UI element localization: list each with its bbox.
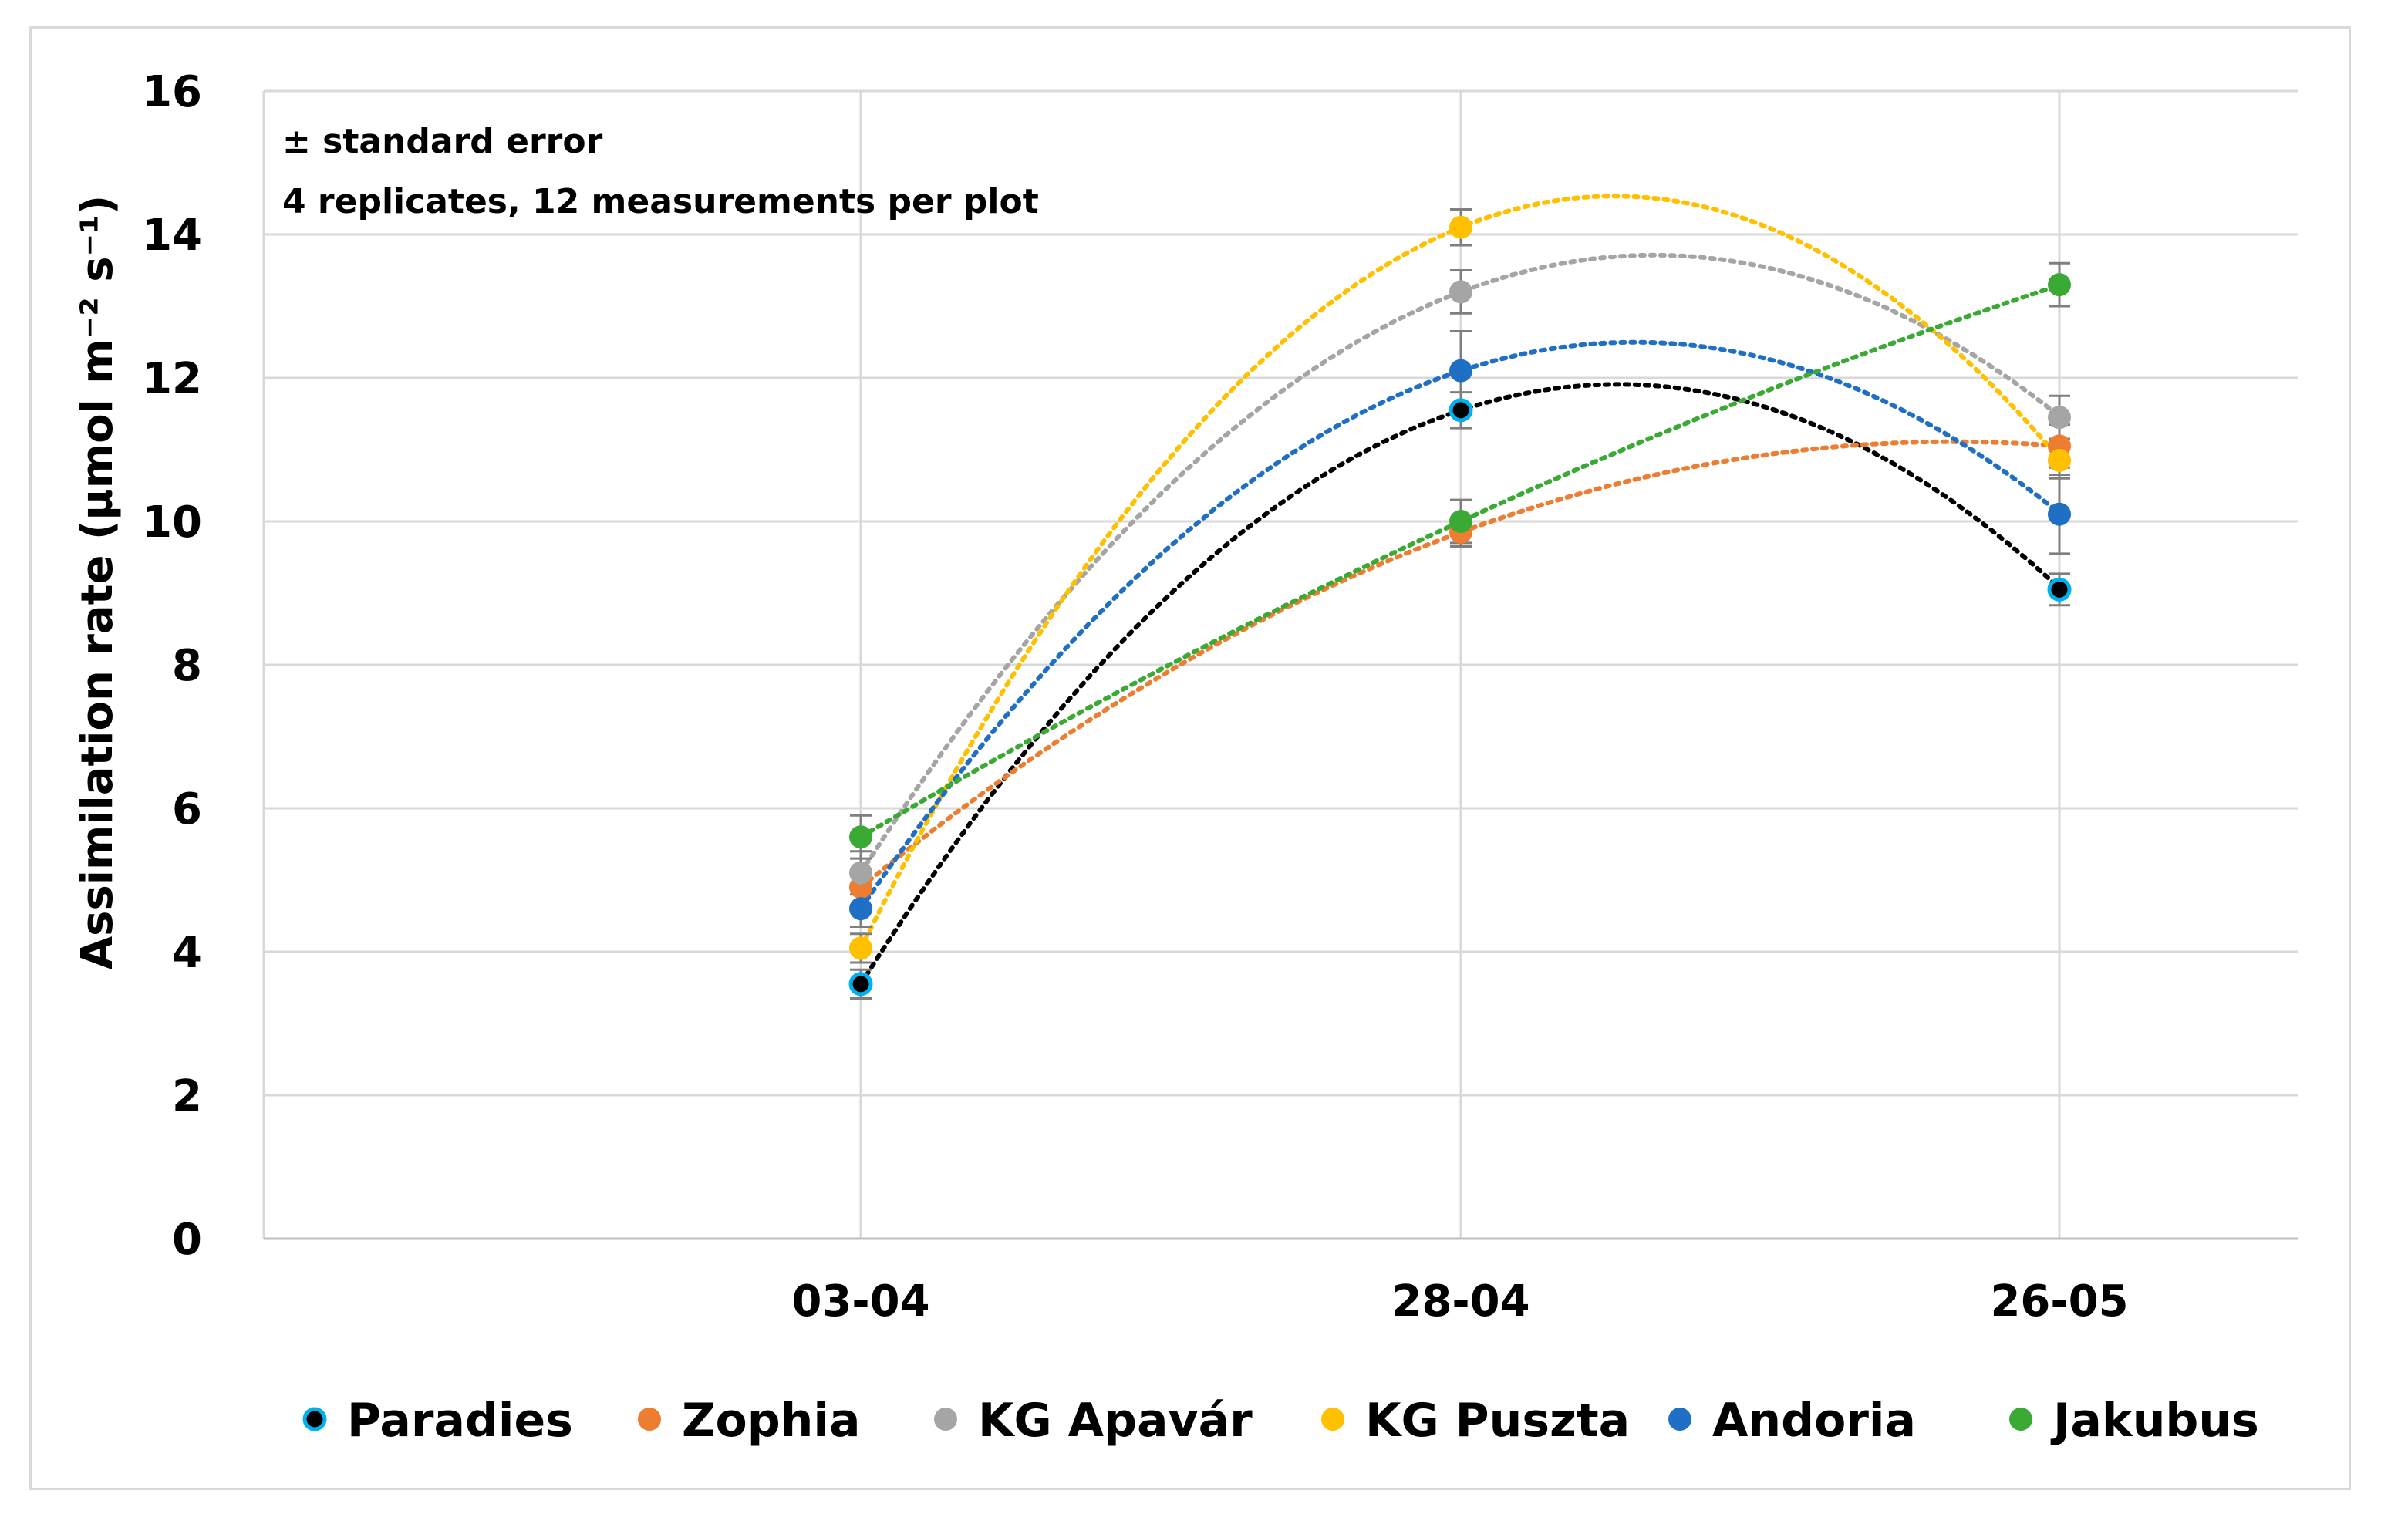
legend-label-kg-apavar: KG Apavár <box>978 1394 1253 1448</box>
y-tick-label: 2 <box>172 1071 202 1121</box>
x-tick-label: 26-05 <box>1990 1276 2128 1327</box>
point-andoria <box>1449 359 1472 383</box>
legend: Paradies Zophia KG Apavár KG Puszta Andoria J… <box>302 1394 2259 1448</box>
x-tick-label: 03-04 <box>791 1276 929 1327</box>
chart-frame <box>29 26 2351 1490</box>
y-tick-label: 10 <box>142 497 202 548</box>
x-tick-labels: 03-04 28-04 26-05 <box>791 1276 2128 1327</box>
y-tick-label: 16 <box>142 67 202 117</box>
point-paradies <box>1449 398 1473 423</box>
y-axis-label: Assimilation rate (µmol m⁻² s⁻¹) <box>73 195 123 969</box>
point-kg-apavar <box>849 861 872 885</box>
point-andoria <box>849 897 872 921</box>
y-tick-label: 14 <box>142 211 202 261</box>
legend-marker-kg-apavar <box>934 1408 957 1431</box>
y-tick-label: 8 <box>172 641 202 691</box>
legend-label-jakubus: Jakubus <box>2050 1394 2259 1448</box>
point-kg-puszta <box>849 936 872 960</box>
annotation-std-error: ± standard error <box>282 122 603 161</box>
point-paradies <box>2047 577 2072 602</box>
legend-label-kg-puszta: KG Puszta <box>1365 1394 1630 1448</box>
y-tick-labels: 0 2 4 6 8 10 12 14 16 <box>142 67 202 1265</box>
y-tick-label: 0 <box>172 1215 202 1265</box>
x-tick-label: 28-04 <box>1391 1276 1529 1327</box>
grid <box>262 89 2298 1239</box>
y-tick-label: 4 <box>172 928 202 978</box>
data-points <box>848 215 2072 996</box>
point-kg-puszta <box>1449 215 1472 239</box>
point-kg-apavar <box>2048 406 2071 430</box>
point-kg-apavar <box>1449 280 1472 304</box>
legend-label-andoria: Andoria <box>1712 1394 1916 1448</box>
point-jakubus <box>849 825 872 849</box>
legend-marker-jakubus <box>2009 1408 2032 1431</box>
trendline-kg-apavár <box>858 252 2063 875</box>
legend-label-paradies: Paradies <box>347 1394 573 1448</box>
point-paradies <box>848 972 873 996</box>
point-jakubus <box>2048 273 2071 297</box>
trendline-jakubus <box>858 282 2063 840</box>
y-tick-label: 6 <box>172 784 202 835</box>
legend-marker-paradies <box>302 1407 327 1431</box>
legend-label-zophia: Zophia <box>682 1394 860 1448</box>
annotation-replicates: 4 replicates, 12 measurements per plot <box>282 182 1039 221</box>
legend-marker-kg-puszta <box>1321 1408 1344 1431</box>
y-tick-label: 12 <box>142 354 202 404</box>
legend-marker-andoria <box>1668 1408 1691 1431</box>
point-jakubus <box>1449 510 1472 533</box>
point-kg-puszta <box>2048 448 2071 472</box>
legend-marker-zophia <box>638 1408 661 1431</box>
trendline-andoria <box>858 339 2063 912</box>
point-andoria <box>2048 502 2071 526</box>
